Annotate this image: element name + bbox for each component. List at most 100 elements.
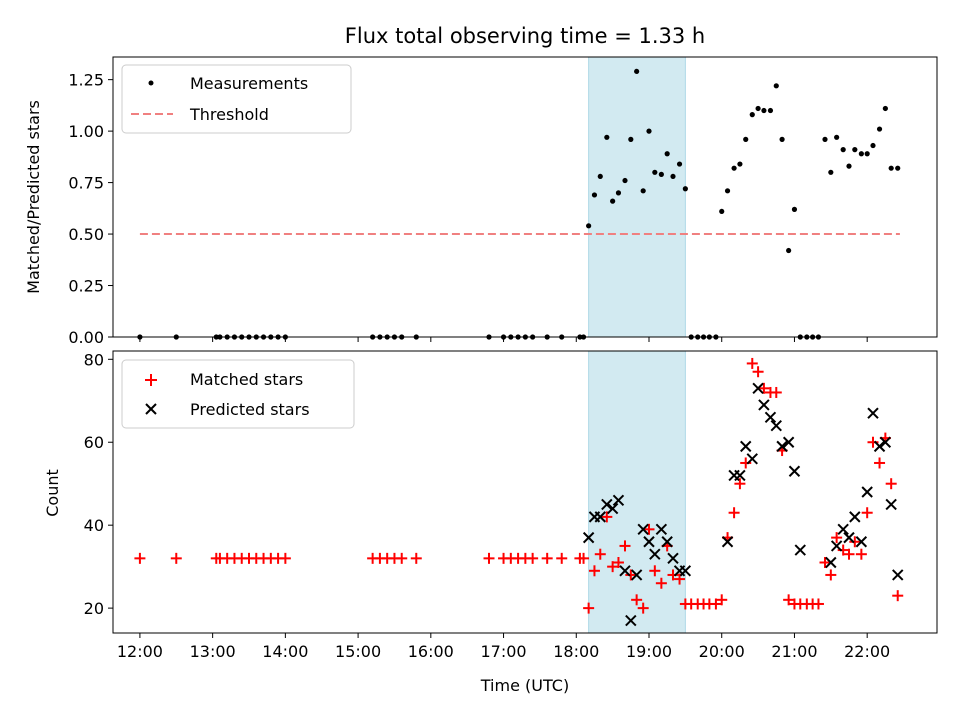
legend-marker-matched-stars <box>145 374 157 386</box>
x-axis-label: Time (UTC) <box>480 676 569 695</box>
bottom-shaded-span <box>588 350 686 634</box>
top-plot-marks <box>137 68 901 340</box>
predicted-star-point <box>837 523 849 536</box>
bottom-axis-ticks: 20 40 60 80 12:00 13:00 14:00 15:00 16:00 17:00 18… <box>84 350 891 661</box>
legend-label-matched-stars: Matched stars <box>190 370 303 389</box>
measurement-point <box>882 105 888 112</box>
matched-star-point <box>556 552 568 564</box>
predicted-star-point <box>606 502 619 515</box>
y-tick-label: 60 <box>84 433 104 452</box>
measurement-point <box>597 173 603 180</box>
measurement-point <box>652 169 658 175</box>
x-tick-label: 17:00 <box>480 642 526 661</box>
measurement-point <box>646 128 652 134</box>
matched-star-point <box>619 540 631 552</box>
y-tick-label: 0.25 <box>68 277 104 296</box>
measurement-point <box>767 107 774 114</box>
predicted-star-point <box>843 531 855 544</box>
predicted-star-point <box>721 536 734 548</box>
x-tick-label: 13:00 <box>190 642 236 661</box>
predicted-star-point <box>764 411 777 424</box>
measurement-point <box>755 105 761 112</box>
top-panel: Flux total observing time = 1.33 h 0.000… <box>24 24 938 347</box>
measurement-point <box>682 186 688 192</box>
x-tick-label: 12:00 <box>117 642 163 661</box>
predicted-star-point <box>825 556 837 569</box>
legend-label-measurements: Measurements <box>190 74 308 93</box>
predicted-star-point <box>879 436 892 448</box>
matched-star-point <box>734 478 746 490</box>
matched-star-point <box>843 548 855 560</box>
y-tick-label: 40 <box>84 516 104 535</box>
predicted-star-point <box>679 565 692 577</box>
matched-star-point <box>649 565 661 577</box>
legend-label-threshold: Threshold <box>189 105 269 124</box>
top-plot-frame <box>112 56 938 338</box>
measurement-point <box>761 107 767 114</box>
matched-star-point <box>710 598 722 610</box>
predicted-star-point <box>758 399 770 411</box>
matched-star-point <box>612 557 624 568</box>
top-legend: Measurements Threshold <box>121 64 352 134</box>
measurement-point <box>822 136 828 142</box>
legend-label-predicted-stars: Predicted stars <box>190 400 310 419</box>
measurement-point <box>749 112 755 118</box>
measurement-point <box>628 136 634 142</box>
matched-star-point <box>625 569 637 581</box>
x-tick-label: 14:00 <box>262 642 308 661</box>
measurement-point <box>828 169 834 175</box>
matched-star-point <box>812 598 824 610</box>
measurement-point <box>658 171 664 177</box>
x-tick-label: 19:00 <box>626 642 672 661</box>
predicted-star-point <box>873 440 886 453</box>
measurement-point <box>773 83 779 89</box>
predicted-star-point <box>619 565 631 577</box>
bottom-panel: 20 40 60 80 12:00 13:00 14:00 15:00 16:00 17:00 18… <box>43 350 938 695</box>
matched-star-point <box>631 594 643 606</box>
matched-star-point <box>740 457 752 469</box>
y-tick-label: 1.00 <box>68 122 104 141</box>
measurement-point <box>834 134 840 140</box>
measurement-point <box>670 173 676 180</box>
predicted-star-point <box>630 569 643 581</box>
matched-star-point <box>674 573 686 585</box>
matched-star-point <box>527 552 539 564</box>
measurement-point <box>640 188 646 194</box>
measurement-point <box>676 161 683 167</box>
x-tick-label: 22:00 <box>844 642 890 661</box>
predicted-star-point <box>849 511 861 523</box>
matched-star-point <box>716 594 728 606</box>
top-axis-ticks: 0.00 0.25 0.50 0.75 1.00 1.25 <box>68 71 868 347</box>
measurement-point <box>743 136 749 142</box>
predicted-star-point <box>788 465 801 477</box>
matched-star-point <box>874 457 886 469</box>
predicted-star-point <box>770 419 782 432</box>
matched-star-point <box>752 366 764 378</box>
y-tick-label: 20 <box>84 599 104 618</box>
matched-star-point <box>831 532 843 544</box>
matched-star-point <box>410 552 422 564</box>
measurement-point <box>622 177 628 184</box>
top-legend-box <box>121 64 352 134</box>
bottom-legend-box <box>121 359 355 429</box>
y-tick-label: 80 <box>84 350 104 369</box>
matched-star-point <box>861 507 873 519</box>
predicted-star-point <box>855 536 868 548</box>
top-y-axis-label: Matched/Predicted stars <box>24 100 43 294</box>
matched-star-point <box>892 590 904 602</box>
measurement-point <box>737 161 743 167</box>
predicted-star-point <box>649 548 661 560</box>
predicted-star-point <box>734 469 746 482</box>
measurement-point <box>731 165 737 171</box>
predicted-star-point <box>740 440 752 453</box>
matched-star-point <box>746 357 758 369</box>
bottom-plot-marks <box>134 357 904 627</box>
legend-marker-predicted-stars <box>145 403 157 415</box>
top-shaded-span <box>588 56 686 338</box>
matched-star-point <box>783 594 795 606</box>
measurement-point <box>634 68 640 75</box>
matched-star-point <box>758 382 770 394</box>
predicted-star-point <box>582 531 595 544</box>
predicted-star-point <box>655 523 668 536</box>
